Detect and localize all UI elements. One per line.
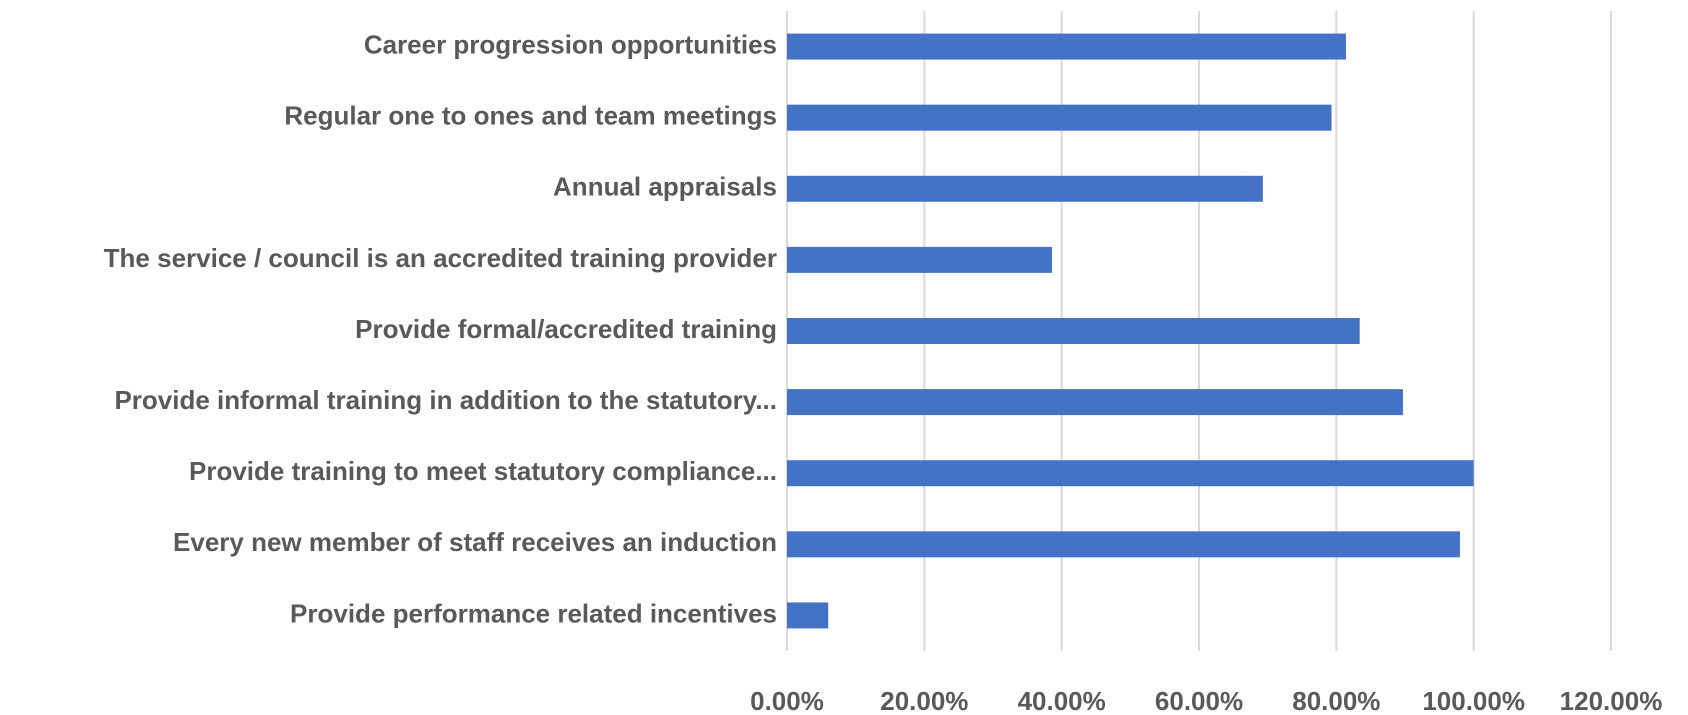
y-tick-label: Regular one to ones and team meetings [284, 101, 777, 131]
bar [787, 33, 1346, 60]
x-tick-label: 40.00% [1018, 686, 1106, 715]
y-tick-label: Every new member of staff receives an in… [173, 527, 777, 557]
bar [787, 460, 1474, 487]
y-tick-label: Provide training to meet statutory compl… [189, 456, 777, 486]
x-tick-label: 20.00% [880, 686, 968, 715]
y-tick-label: The service / council is an accredited t… [104, 243, 777, 273]
y-tick-label: Provide performance related incentives [290, 598, 777, 628]
bar [787, 602, 829, 629]
bar [787, 531, 1460, 558]
x-tick-label: 120.00% [1560, 686, 1663, 715]
bar [787, 318, 1360, 344]
x-tick-label: 60.00% [1155, 686, 1243, 715]
x-tick-label: 80.00% [1292, 686, 1380, 715]
bar [787, 246, 1053, 273]
bar [787, 389, 1403, 416]
x-tick-label: 100.00% [1422, 686, 1525, 715]
y-tick-label: Provide formal/accredited training [355, 314, 777, 344]
bar [787, 175, 1263, 202]
y-tick-label: Annual appraisals [553, 172, 777, 202]
bar [787, 104, 1332, 131]
y-tick-label: Career progression opportunities [364, 29, 777, 59]
y-tick-label: Provide informal training in addition to… [114, 385, 777, 415]
x-tick-label: 0.00% [750, 686, 824, 715]
